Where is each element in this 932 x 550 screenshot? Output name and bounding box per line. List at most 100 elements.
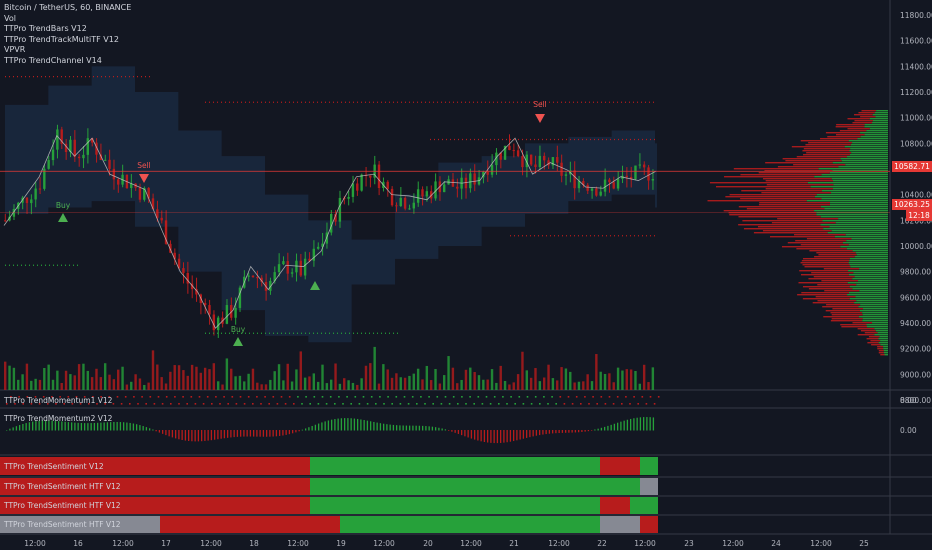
vpvr-bar-up	[838, 218, 888, 220]
time-tick-label: 16	[73, 539, 83, 548]
vpvr-bar-down	[762, 230, 832, 232]
volume-bar	[277, 364, 281, 390]
time-tick-label: 12:00	[634, 539, 656, 548]
price-tick-label: 10400.00	[900, 191, 932, 200]
vpvr-bar-up	[853, 272, 888, 274]
time-tick-label: 20	[423, 539, 433, 548]
momentum2-bar	[217, 430, 219, 440]
momentum1-dot	[71, 403, 74, 405]
channel-band	[5, 66, 657, 343]
momentum2-bar	[48, 420, 50, 431]
momentum2-bar	[240, 430, 242, 437]
legend-item-vpvr[interactable]: VPVR	[4, 45, 26, 54]
momentum1-dot	[30, 403, 33, 405]
time-tick-label: 12:00	[200, 539, 222, 548]
volume-bar	[216, 381, 220, 390]
momentum2-bar	[428, 426, 430, 431]
vpvr-bar-down	[800, 262, 849, 264]
momentum1-dot	[514, 403, 516, 405]
volume-bar	[177, 365, 181, 390]
candle-body	[208, 305, 211, 315]
momentum2-bar	[418, 425, 421, 431]
momentum1-dot	[309, 403, 311, 405]
momentum2-bar	[513, 430, 515, 442]
vpvr-bar-down	[817, 300, 857, 302]
vpvr-bar-down	[866, 338, 879, 340]
momentum1-dot	[616, 396, 619, 398]
candle-body	[286, 261, 289, 274]
pane-label-sentiment[interactable]: TTPro TrendSentiment V12	[4, 462, 104, 471]
vpvr-bar-up	[833, 184, 888, 186]
volume-bar	[256, 382, 259, 390]
vpvr-bar-up	[854, 276, 888, 278]
sentiment-segment	[0, 516, 160, 533]
candle-body	[551, 157, 555, 166]
pane-label-sentiment-htf3[interactable]: TTPro TrendSentiment HTF V12	[4, 520, 121, 529]
vpvr-bar-down	[795, 240, 847, 242]
momentum2-pane	[6, 417, 655, 444]
legend-item-vol[interactable]: Vol	[4, 13, 16, 23]
momentum1-dot	[182, 396, 184, 398]
symbol-title[interactable]: Bitcoin / TetherUS, 60, BINANCE	[4, 3, 132, 12]
legend-item-trendchannel[interactable]: TTPro TrendChannel V14	[4, 55, 102, 65]
momentum2-bar	[402, 425, 404, 431]
momentum1-zero-label: 0.00	[900, 396, 917, 405]
volume-bar	[490, 369, 494, 390]
volume-bar	[364, 365, 368, 390]
volume-bar	[103, 363, 107, 390]
momentum1-dot	[55, 403, 57, 405]
pane-label-momentum1[interactable]: TTPro TrendMomentum1 V12	[4, 396, 113, 405]
candle-body	[347, 196, 350, 199]
vpvr-bar-up	[834, 236, 888, 238]
vpvr-bar-up	[884, 354, 888, 356]
volume-bar	[269, 379, 272, 390]
vpvr-bar-down	[802, 150, 850, 152]
momentum2-bar	[474, 430, 476, 440]
momentum1-dot	[59, 396, 61, 398]
vpvr-bar-up	[823, 228, 888, 230]
momentum2-bar	[275, 430, 278, 437]
momentum2-zero-label: 0.00	[900, 426, 917, 435]
vpvr-bar-down	[822, 306, 859, 308]
volume-bar	[95, 368, 98, 390]
legend-item-trendbars[interactable]: TTPro TrendBars V12	[4, 24, 87, 33]
pane-label-sentiment-htf1[interactable]: TTPro TrendSentiment HTF V12	[4, 482, 121, 491]
momentum1-dot	[268, 403, 270, 405]
momentum2-bar	[318, 423, 320, 431]
momentum2-bar	[448, 430, 450, 431]
momentum1-dot	[215, 396, 217, 398]
momentum1-dot	[38, 403, 41, 405]
momentum1-dot	[129, 403, 131, 405]
momentum2-bar	[451, 430, 453, 432]
sell-signal-icon	[139, 174, 149, 183]
momentum2-bar	[487, 430, 489, 443]
momentum2-bar	[483, 430, 486, 443]
vpvr-bar-down	[777, 166, 839, 168]
momentum2-bar	[106, 422, 109, 431]
price-tick-label: 9400.00	[900, 319, 931, 328]
momentum1-dot	[493, 396, 496, 398]
momentum1-dot	[551, 396, 553, 398]
vpvr-bar-up	[841, 160, 888, 162]
pane-label-sentiment-htf2[interactable]: TTPro TrendSentiment HTF V12	[4, 501, 121, 510]
candlesticks[interactable]	[3, 124, 657, 338]
trend-channel	[5, 66, 657, 343]
volume-bar	[373, 346, 376, 390]
vpvr-bar-up	[856, 254, 888, 256]
momentum2-bar	[103, 422, 105, 431]
volume-bar	[243, 381, 246, 390]
vpvr-bar-up	[814, 176, 888, 178]
momentum2-bar	[561, 430, 564, 433]
momentum1-dot	[567, 396, 570, 398]
vpvr-bar-up	[840, 158, 888, 160]
time-tick-label: 12:00	[460, 539, 482, 548]
momentum2-bar	[84, 423, 86, 431]
volume-bar	[73, 375, 76, 390]
volume-bar	[403, 377, 407, 390]
volume-bar	[247, 373, 250, 390]
pane-label-momentum2[interactable]: TTPro TrendMomentum2 V12	[4, 414, 113, 423]
momentum2-bar	[464, 430, 466, 437]
legend-item-trendtrack[interactable]: TTPro TrendTrackMultiTF V12	[4, 34, 119, 44]
time-tick-label: 12:00	[373, 539, 395, 548]
